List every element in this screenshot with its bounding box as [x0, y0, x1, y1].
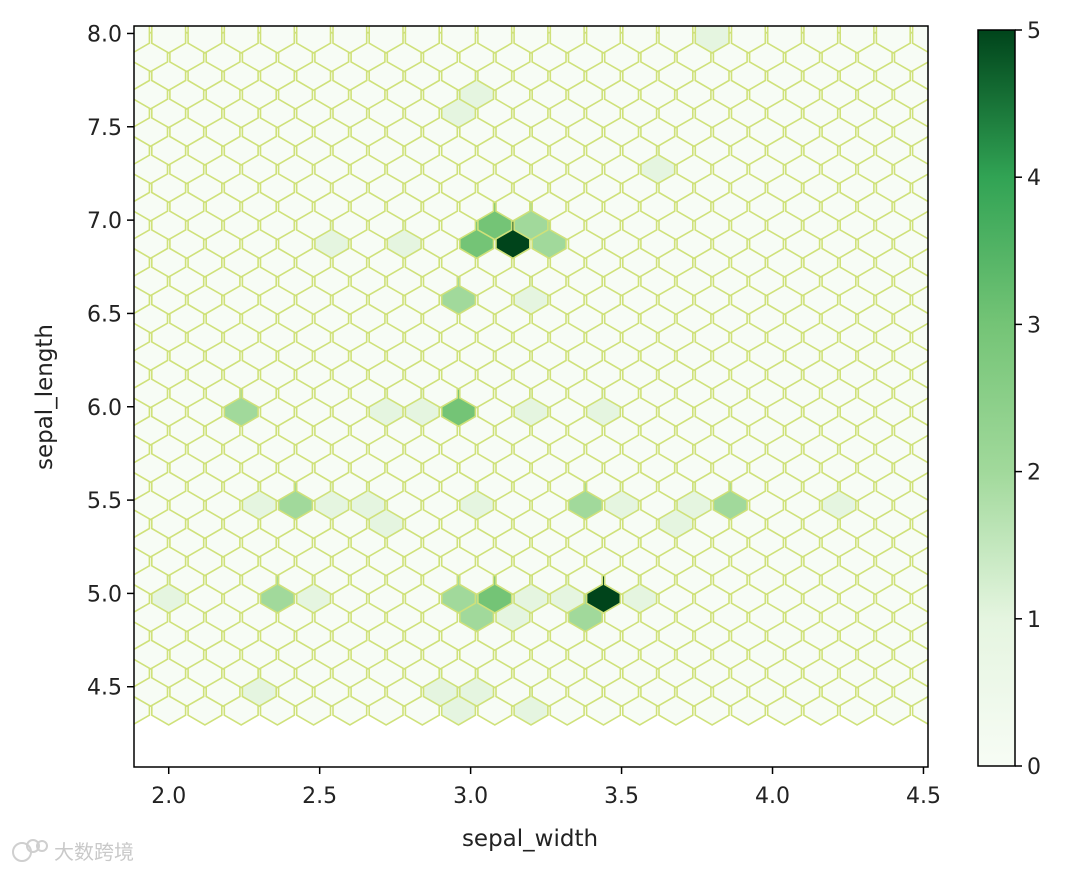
hexbin-cell [911, 26, 928, 54]
x-tick-label: 4.0 [755, 784, 790, 809]
hexbin-cell [931, 33, 965, 72]
colorbar-tick-label: 3 [1027, 313, 1041, 338]
hexbin-cell [931, 219, 965, 258]
hexbin-cell [730, 26, 767, 54]
hexbin-cells [134, 26, 965, 726]
hexbin-cell [875, 26, 912, 54]
hexbin-cell [134, 26, 151, 54]
y-tick-label: 5.5 [87, 489, 122, 514]
y-tick-label: 8.0 [87, 22, 122, 47]
colorbar-gradient [977, 29, 1016, 767]
hexbin-cell [931, 481, 965, 520]
y-axis: 4.5 5.0 5.5 6.0 6.5 7.0 7.5 8.0 [87, 22, 134, 701]
hexbin-cell [766, 26, 803, 54]
hexbin-cell [803, 26, 839, 54]
colorbar: 0 1 2 3 4 5 [977, 19, 1041, 780]
x-tick-label: 3.0 [453, 784, 488, 809]
hexbin-cell [513, 26, 549, 54]
colorbar-tick-label: 0 [1027, 755, 1041, 780]
x-tick-label: 3.5 [604, 784, 639, 809]
hexbin-cell [368, 26, 404, 54]
hexbin-cell [931, 518, 965, 557]
colorbar-tick-label: 1 [1027, 608, 1041, 633]
hexbin-cell [931, 369, 965, 408]
y-tick-label: 6.0 [87, 396, 122, 421]
plot-frame [133, 25, 929, 768]
hexbin-cell [931, 593, 965, 632]
hexbin-cell [440, 26, 477, 54]
colorbar-tick-label: 5 [1027, 19, 1041, 44]
hexbin-cell [931, 182, 965, 221]
hexbin-cell [931, 406, 965, 445]
colorbar-tick-label: 2 [1027, 461, 1041, 486]
y-tick-label: 7.0 [87, 209, 122, 234]
y-tick-label: 7.5 [87, 116, 122, 141]
hexbin-cell [151, 26, 187, 54]
x-tick-label: 4.5 [906, 784, 941, 809]
hexbin-cell [585, 26, 622, 54]
hexbin-cell [931, 107, 965, 146]
hexbin-cell [477, 26, 513, 54]
hexbin-cell [931, 294, 965, 333]
colorbar-ticks: 0 1 2 3 4 5 [1015, 19, 1041, 780]
hexbin-cell [295, 26, 332, 54]
hexbin-cell [931, 257, 965, 296]
watermark: 大数跨境 [12, 839, 134, 864]
hexbin-cell [931, 630, 965, 669]
hexbin-cell [549, 26, 585, 54]
hexbin-cell [931, 331, 965, 370]
hexbin-cell [931, 667, 965, 706]
hexbin-cell [332, 26, 368, 54]
hexbin-cell-filled [694, 26, 730, 54]
hexbin-cell [931, 70, 965, 109]
x-tick-label: 2.0 [151, 784, 186, 809]
colorbar-tick-label: 4 [1027, 166, 1041, 191]
watermark-logo-icon [12, 839, 48, 862]
hexbin-cell [223, 26, 259, 54]
x-axis-label: sepal_width [462, 826, 598, 852]
y-tick-label: 6.5 [87, 302, 122, 327]
y-tick-label: 4.5 [87, 676, 122, 701]
y-tick-label: 5.0 [87, 582, 122, 607]
hexbin-cell [621, 26, 658, 54]
hexbin-cell [931, 145, 965, 184]
x-axis: 2.0 2.5 3.0 3.5 4.0 4.5 [151, 767, 941, 809]
hexbin-cell [839, 26, 875, 54]
hexbin-cell [658, 26, 694, 54]
hexbin-cell [187, 26, 223, 54]
hexbin-cell [259, 26, 296, 54]
x-tick-label: 2.5 [302, 784, 337, 809]
hexbin-cell [404, 26, 441, 54]
hexbin-cell [931, 443, 965, 482]
watermark-text: 大数跨境 [54, 840, 134, 864]
y-axis-label: sepal_length [32, 324, 58, 470]
hexbin-cell [931, 555, 965, 594]
